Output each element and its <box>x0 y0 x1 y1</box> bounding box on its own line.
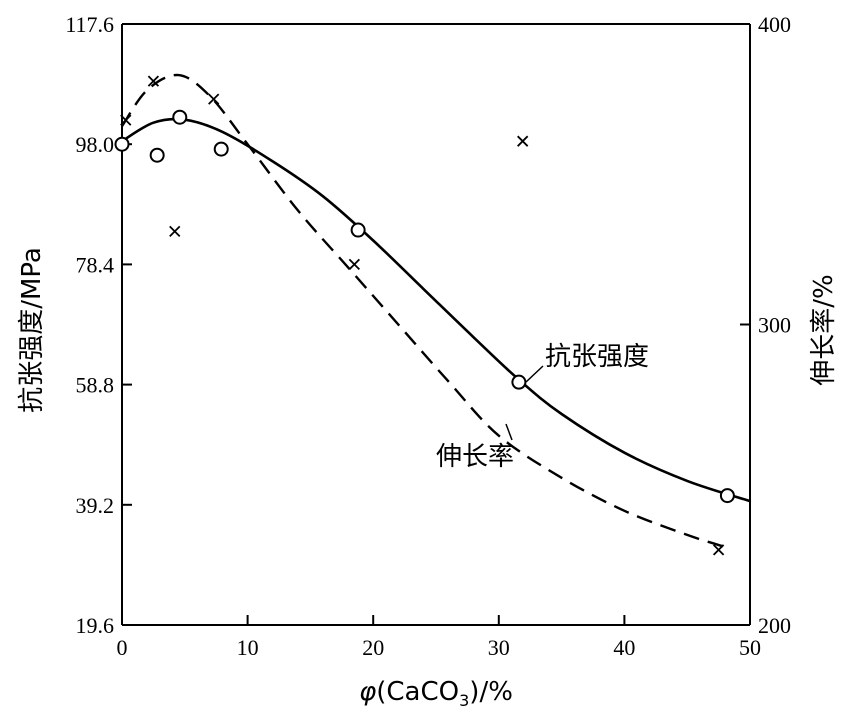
annotation-leader-tensile-strength <box>525 365 544 383</box>
right-tick-label: 200 <box>758 613 791 638</box>
left-axis-title: 抗张强度/MPa <box>17 247 47 413</box>
right-axis-ticks: 200 300 400 <box>740 12 791 638</box>
left-axis-ticks: 19.6 39.2 58.8 78.4 98.0 117.6 <box>65 12 132 638</box>
x-tick-label: 30 <box>488 635 510 660</box>
x-axis-title-subscript: 3 <box>459 691 469 710</box>
elongation-point <box>712 544 725 556</box>
left-tick-label: 78.4 <box>76 252 115 277</box>
tensile-strength-point <box>213 141 229 157</box>
series-points-elongation <box>120 75 725 556</box>
tensile-strength-point <box>114 136 130 152</box>
elongation-point <box>208 93 220 105</box>
x-tick-label: 10 <box>237 635 259 660</box>
elongation-point <box>147 75 160 87</box>
tensile-strength-point <box>719 488 735 504</box>
series-line-tensile-strength <box>121 117 751 503</box>
elongation-point <box>169 225 181 237</box>
tensile-strength-point <box>511 374 527 390</box>
series-points-tensile-strength <box>114 109 735 504</box>
x-tick-label: 0 <box>117 635 128 660</box>
left-tick-label: 58.8 <box>76 373 115 398</box>
x-axis-title-main: (CaCO <box>376 677 459 707</box>
elongation-point <box>348 258 360 271</box>
left-tick-label: 19.6 <box>76 613 115 638</box>
x-tick-label: 50 <box>739 635 761 660</box>
x-axis-title-tail: )/% <box>469 677 513 707</box>
left-tick-label: 117.6 <box>65 12 114 37</box>
right-tick-label: 300 <box>758 313 791 338</box>
tensile-strength-point <box>172 109 188 125</box>
annotation-tensile-strength: 抗张强度 <box>545 342 649 372</box>
annotation-leader-elongation <box>505 423 513 441</box>
right-tick-label: 400 <box>758 12 791 37</box>
left-tick-label: 98.0 <box>76 132 115 157</box>
tensile-strength-point <box>149 147 165 163</box>
x-axis-title-symbol: φ <box>359 677 376 707</box>
plot-frame <box>121 23 751 626</box>
series-line-elongation <box>121 73 726 549</box>
right-axis-title: 伸长率/% <box>809 274 839 385</box>
x-tick-label: 20 <box>362 635 384 660</box>
x-axis-title: φ(CaCO3)/% <box>359 677 513 710</box>
x-tick-label: 40 <box>613 635 635 660</box>
elongation-point <box>120 114 132 126</box>
left-tick-label: 39.2 <box>76 493 115 518</box>
elongation-point <box>517 135 529 147</box>
annotation-elongation: 伸长率 <box>436 442 514 472</box>
tensile-strength-point <box>350 222 366 238</box>
x-axis-ticks: 0 10 20 30 40 50 <box>117 615 761 660</box>
